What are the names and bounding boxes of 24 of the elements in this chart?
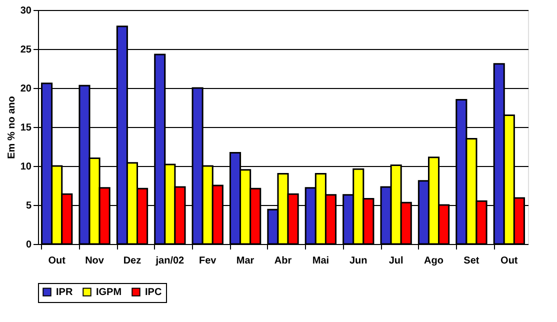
x-tick-label: Out xyxy=(48,256,66,266)
x-tick-label: Abr xyxy=(274,256,292,266)
x-tick-label: Fev xyxy=(199,256,217,266)
x-tick-label: Nov xyxy=(85,256,104,266)
x-tick-label: Jul xyxy=(388,256,404,266)
y-tick-label: 0 xyxy=(26,240,32,250)
y-tick-label: 15 xyxy=(20,122,32,134)
y-axis-title: Em % no ano xyxy=(6,96,18,159)
x-tick-label: Out xyxy=(500,256,518,266)
y-tick-label: 20 xyxy=(20,84,32,94)
x-tick-label: Dez xyxy=(123,256,142,266)
x-tick-label: Mai xyxy=(312,256,330,266)
x-tick-label: Mar xyxy=(236,256,254,266)
x-tick-label: Ago xyxy=(424,256,444,266)
x-tick-label: Jun xyxy=(349,256,368,266)
legend-label: IPR xyxy=(56,287,74,298)
legend-label: IGPM xyxy=(96,287,122,298)
x-tick-label: Set xyxy=(464,256,480,266)
y-tick-label: 10 xyxy=(20,162,32,172)
y-tick-label: 30 xyxy=(20,6,32,16)
y-tick-label: 5 xyxy=(26,200,32,212)
legend-label: IPC xyxy=(145,287,162,298)
y-tick-label: 25 xyxy=(20,44,32,56)
x-tick-label: jan/02 xyxy=(154,256,185,266)
